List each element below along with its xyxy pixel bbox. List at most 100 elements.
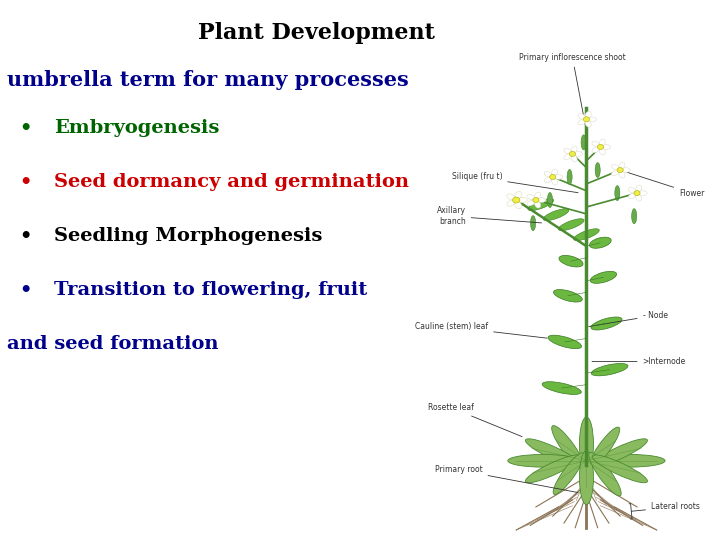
Ellipse shape — [571, 146, 577, 153]
Ellipse shape — [591, 317, 622, 330]
Ellipse shape — [581, 135, 586, 150]
Text: Axillary
branch: Axillary branch — [437, 206, 541, 226]
Ellipse shape — [638, 191, 647, 195]
Text: Embryogenesis: Embryogenesis — [54, 119, 220, 137]
Ellipse shape — [515, 201, 521, 209]
Ellipse shape — [593, 439, 647, 467]
Ellipse shape — [591, 363, 628, 376]
Ellipse shape — [544, 177, 552, 183]
Ellipse shape — [585, 120, 591, 127]
Ellipse shape — [619, 171, 625, 178]
Text: •: • — [19, 227, 32, 245]
Circle shape — [634, 191, 640, 195]
Ellipse shape — [611, 165, 620, 170]
Circle shape — [513, 197, 520, 203]
Ellipse shape — [527, 200, 536, 206]
Ellipse shape — [542, 382, 581, 394]
Ellipse shape — [619, 162, 625, 169]
Ellipse shape — [571, 154, 577, 162]
Ellipse shape — [544, 171, 552, 177]
Ellipse shape — [580, 417, 593, 471]
Ellipse shape — [515, 191, 521, 199]
Text: Lateral roots: Lateral roots — [629, 502, 700, 519]
Ellipse shape — [559, 219, 584, 231]
Ellipse shape — [629, 193, 636, 199]
Text: - Node: - Node — [589, 311, 667, 327]
Ellipse shape — [636, 185, 642, 192]
Ellipse shape — [552, 178, 557, 185]
Ellipse shape — [580, 450, 593, 504]
Circle shape — [583, 117, 590, 122]
Ellipse shape — [518, 198, 527, 202]
Ellipse shape — [611, 170, 620, 176]
Ellipse shape — [588, 117, 597, 122]
Ellipse shape — [636, 194, 642, 201]
Ellipse shape — [537, 198, 546, 202]
Ellipse shape — [595, 163, 600, 178]
Text: •: • — [19, 173, 32, 191]
Ellipse shape — [526, 439, 580, 467]
Ellipse shape — [590, 237, 611, 248]
Ellipse shape — [594, 455, 665, 467]
Ellipse shape — [602, 145, 611, 149]
Ellipse shape — [554, 289, 582, 302]
Ellipse shape — [535, 192, 541, 199]
Ellipse shape — [631, 208, 636, 224]
Ellipse shape — [564, 154, 572, 159]
Ellipse shape — [599, 148, 606, 155]
Ellipse shape — [599, 139, 606, 146]
Ellipse shape — [578, 119, 586, 125]
Ellipse shape — [615, 186, 620, 201]
Ellipse shape — [621, 168, 630, 172]
Ellipse shape — [559, 255, 583, 267]
Ellipse shape — [527, 194, 536, 200]
Text: >Internode: >Internode — [592, 357, 686, 366]
Text: Flower: Flower — [623, 171, 704, 198]
Ellipse shape — [629, 187, 636, 193]
Ellipse shape — [574, 152, 582, 156]
Text: and seed formation: and seed formation — [7, 335, 219, 353]
Ellipse shape — [585, 111, 591, 118]
Text: Primary root: Primary root — [435, 465, 578, 492]
Circle shape — [617, 167, 624, 173]
Text: Seed dormancy and germination: Seed dormancy and germination — [54, 173, 409, 191]
Ellipse shape — [592, 147, 600, 153]
Ellipse shape — [554, 174, 563, 179]
Ellipse shape — [589, 453, 621, 496]
Text: Cauline (stem) leaf: Cauline (stem) leaf — [415, 322, 547, 338]
Circle shape — [533, 198, 539, 202]
Text: Primary inflorescence shoot: Primary inflorescence shoot — [519, 52, 626, 128]
Text: umbrella term for many processes: umbrella term for many processes — [7, 70, 409, 90]
Ellipse shape — [592, 141, 600, 147]
Text: •: • — [19, 281, 32, 299]
Ellipse shape — [507, 194, 516, 200]
Ellipse shape — [574, 229, 599, 240]
Ellipse shape — [507, 200, 516, 206]
Ellipse shape — [589, 427, 620, 469]
Ellipse shape — [526, 455, 580, 483]
Text: Silique (fru t): Silique (fru t) — [451, 172, 578, 193]
Circle shape — [598, 144, 603, 150]
Ellipse shape — [552, 169, 557, 176]
Ellipse shape — [508, 455, 579, 467]
Text: Seedling Morphogenesis: Seedling Morphogenesis — [54, 227, 323, 245]
Ellipse shape — [552, 426, 584, 469]
Text: Transition to flowering, fruit: Transition to flowering, fruit — [54, 281, 367, 299]
Ellipse shape — [590, 271, 616, 284]
Ellipse shape — [547, 193, 552, 207]
Ellipse shape — [548, 335, 582, 349]
Ellipse shape — [535, 201, 541, 208]
Text: Rosette leaf: Rosette leaf — [428, 403, 522, 437]
Circle shape — [549, 174, 556, 179]
Ellipse shape — [528, 199, 554, 211]
Ellipse shape — [578, 114, 586, 119]
Circle shape — [570, 151, 575, 157]
Ellipse shape — [564, 148, 572, 154]
Ellipse shape — [543, 209, 569, 220]
Ellipse shape — [553, 453, 584, 495]
Text: •: • — [19, 119, 32, 137]
Ellipse shape — [531, 215, 536, 231]
Text: Plant Development: Plant Development — [199, 22, 435, 44]
Ellipse shape — [593, 455, 647, 483]
Ellipse shape — [567, 170, 572, 185]
